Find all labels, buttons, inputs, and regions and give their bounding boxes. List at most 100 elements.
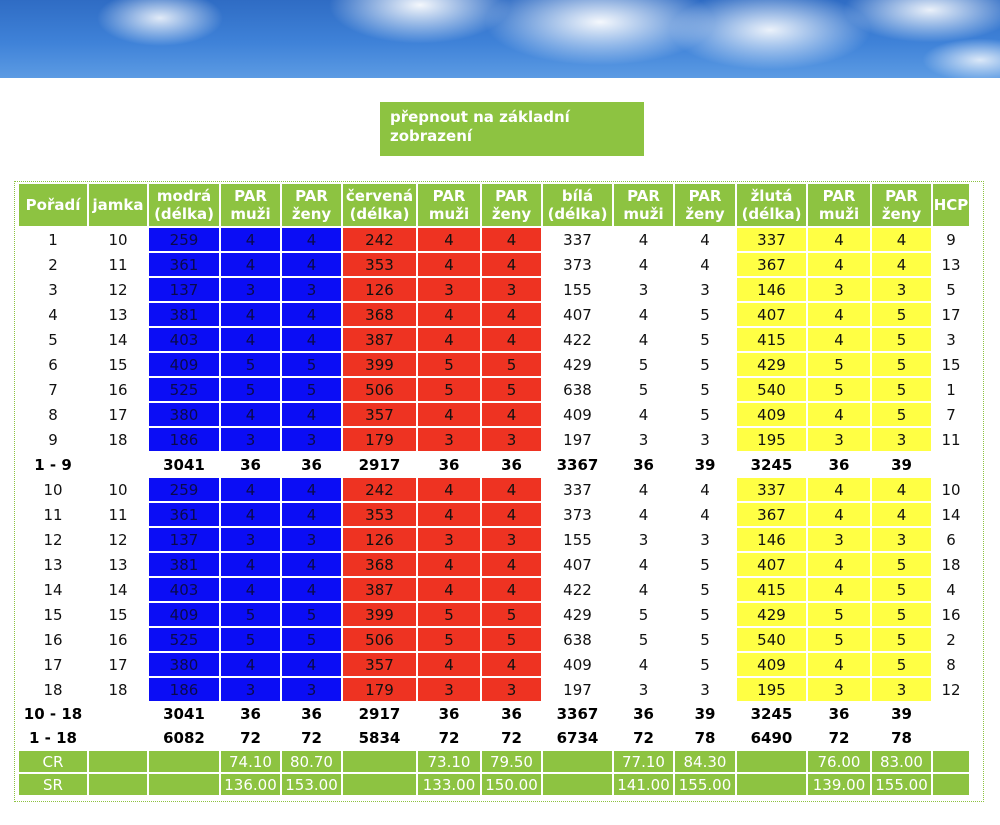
table-cell: 15 [89, 603, 147, 626]
table-cell: 5 [808, 628, 870, 651]
rating-row: SR 136.00 153.00 133.00 150.00 141.00 155.00 13… [19, 774, 969, 795]
table-cell: 4 [614, 228, 673, 251]
table-cell: 506 [343, 628, 416, 651]
table-cell: 36 [438, 455, 460, 474]
table-cell: 186 [149, 428, 219, 451]
table-cell: 4 [282, 503, 341, 526]
table-cell: 4 [418, 478, 480, 501]
table-cell: 4 [808, 403, 870, 426]
table-cell: 403 [149, 328, 219, 351]
table-cell: 5 [482, 628, 541, 651]
table-cell: 429 [543, 603, 612, 626]
table-cell: 72 [828, 729, 850, 747]
table-cell: 3 [418, 428, 480, 451]
table-cell: 5 [675, 378, 735, 401]
table-cell: 179 [343, 428, 416, 451]
table-cell: 4 [282, 328, 341, 351]
table-cell: 6490 [750, 729, 793, 747]
table-cell: 1 [19, 228, 87, 251]
table-cell: 525 [149, 378, 219, 401]
table-row: 8 17 380 4 4 357 4 4 409 4 5 409 4 5 7 [19, 403, 969, 426]
rating-row: CR 74.10 80.70 73.10 79.50 77.10 84.30 76.00 83.… [19, 751, 969, 772]
table-cell: 540 [737, 628, 806, 651]
header-jamka: jamka [89, 184, 147, 226]
table-cell: 4 [614, 553, 673, 576]
table-cell: 4 [872, 478, 931, 501]
header-zluta-par-muzi: PAR muži [808, 184, 870, 226]
table-cell: 5 [614, 353, 673, 376]
table-cell: 3 [808, 278, 870, 301]
table-cell: 638 [543, 628, 612, 651]
table-row: 18 18 186 3 3 179 3 3 197 3 3 195 3 3 12 [19, 678, 969, 701]
header-zluta-par-zeny: PAR ženy [872, 184, 931, 226]
table-cell: 638 [543, 378, 612, 401]
header-cervena-par-zeny: PAR ženy [482, 184, 541, 226]
table-cell: 4 [418, 503, 480, 526]
table-cell: 5 [675, 328, 735, 351]
table-cell: 4 [221, 228, 280, 251]
switch-view-button[interactable]: přepnout na základní zobrazení [380, 102, 644, 156]
table-cell: 36 [240, 455, 261, 474]
table-cell [89, 453, 147, 476]
header-zluta-delka: žlutá (délka) [737, 184, 806, 226]
table-cell: 381 [149, 303, 219, 326]
table-cell: 259 [149, 228, 219, 251]
table-cell: 13 [89, 303, 147, 326]
table-cell: 126 [343, 278, 416, 301]
table-cell: 5 [872, 353, 931, 376]
table-cell: 17 [19, 653, 87, 676]
table-cell: 18 [89, 678, 147, 701]
table-cell: 415 [737, 328, 806, 351]
table-cell: 387 [343, 328, 416, 351]
table-cell: 373 [543, 503, 612, 526]
table-cell: 4 [675, 478, 735, 501]
table-cell: 4 [808, 478, 870, 501]
table-cell: 5 [418, 378, 480, 401]
table-cell: 5 [418, 353, 480, 376]
table-cell: 5 [872, 328, 931, 351]
table-cell: 3 [418, 278, 480, 301]
table-cell [933, 453, 969, 476]
table-cell: 368 [343, 303, 416, 326]
table-cell: 4 [675, 503, 735, 526]
table-cell: 179 [343, 678, 416, 701]
table-cell: 4 [418, 253, 480, 276]
subtotal-row: 1 - 9 3041 36 36 2917 36 36 3367 36 39 3245 36 39 [19, 453, 969, 476]
table-cell: 17 [89, 403, 147, 426]
table-cell: 3 [675, 428, 735, 451]
table-cell: 361 [149, 253, 219, 276]
table-cell: 4 [614, 303, 673, 326]
table-cell: 5 [872, 378, 931, 401]
table-cell: 3 [675, 678, 735, 701]
table-cell: 3 [221, 528, 280, 551]
table-cell: 6734 [556, 729, 599, 747]
table-cell: 407 [543, 553, 612, 576]
table-cell: 36 [501, 455, 522, 474]
table-cell: 3 [872, 528, 931, 551]
table-cell: 15 [19, 603, 87, 626]
table-cell: 12 [933, 678, 969, 701]
table-cell: 5 [282, 603, 341, 626]
table-cell: 36 [301, 455, 322, 474]
table-row: 11 11 361 4 4 353 4 4 373 4 4 367 4 4 14 [19, 503, 969, 526]
table-cell: 73.10 [418, 751, 480, 772]
table-row: 9 18 186 3 3 179 3 3 197 3 3 195 3 3 11 [19, 428, 969, 451]
table-cell: 11 [89, 503, 147, 526]
table-cell: 36 [240, 705, 261, 723]
table-cell: 155.00 [675, 774, 735, 795]
table-cell: 78 [694, 729, 716, 747]
table-cell: 3 [614, 528, 673, 551]
table-cell: 380 [149, 403, 219, 426]
table-row: 16 16 525 5 5 506 5 5 638 5 5 540 5 5 2 [19, 628, 969, 651]
table-row: 4 13 381 4 4 368 4 4 407 4 5 407 4 5 17 [19, 303, 969, 326]
table-cell: 4 [808, 553, 870, 576]
scorecard-table: Pořadí jamka modrá (délka) PAR muži PAR ženy… [17, 182, 971, 797]
table-cell: 39 [891, 455, 912, 474]
table-cell: 4 [221, 553, 280, 576]
table-cell: 353 [343, 253, 416, 276]
table-cell: 4 [614, 403, 673, 426]
table-cell: 3 [282, 678, 341, 701]
table-cell: 259 [149, 478, 219, 501]
table-cell: 3 [482, 428, 541, 451]
table-cell: 3 [872, 428, 931, 451]
